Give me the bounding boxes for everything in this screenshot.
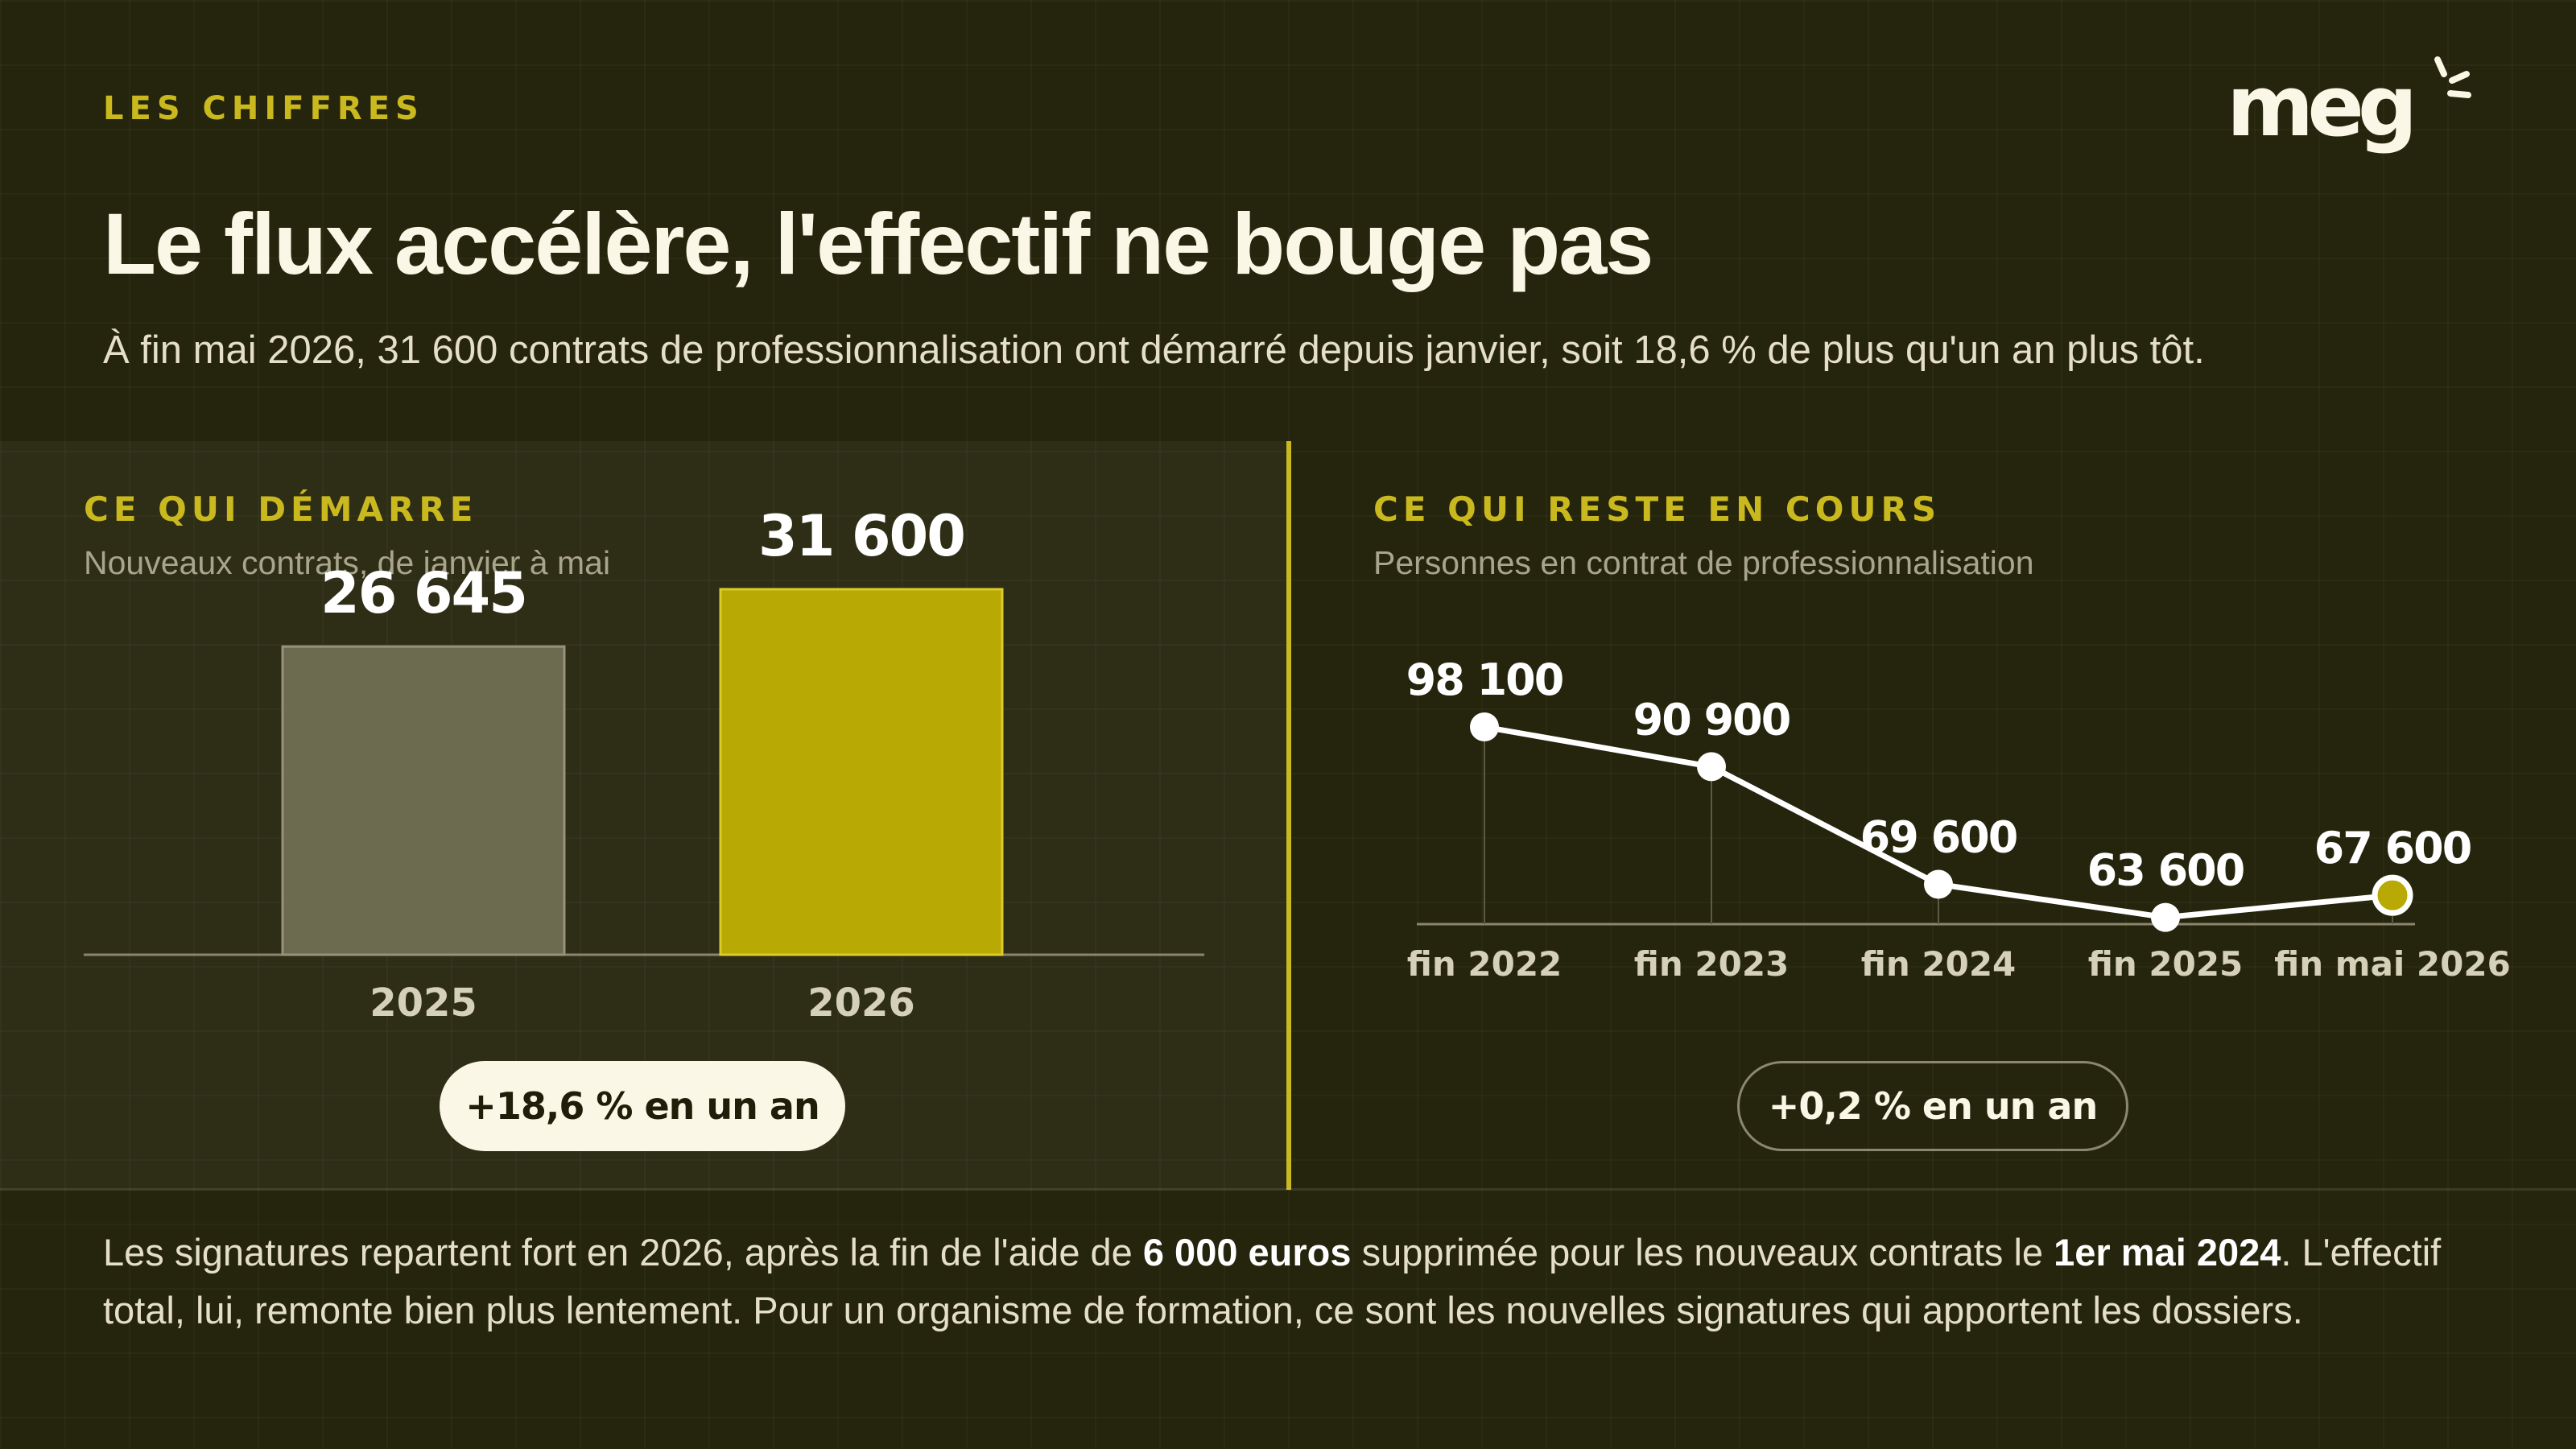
footer-text: Les signatures repartent fort en 2026, a… (103, 1224, 2478, 1340)
bar-2025 (281, 645, 566, 956)
growth-badge-new-contracts: +18,6 % en un an (440, 1061, 845, 1151)
footer-bold-1: 6 000 euros (1142, 1231, 1352, 1274)
point-value-label: 90 900 (1633, 694, 1790, 745)
page-subtitle: À fin mai 2026, 31 600 contrats de profe… (103, 328, 2205, 372)
kicker: LES CHIFFRES (103, 90, 424, 127)
left-section-title: CE QUI DÉMARRE (84, 489, 478, 529)
data-point (1470, 712, 1499, 742)
line-chart: 98 100 fin 2022 90 900 fin 2023 69 600 fin 20… (1406, 654, 2511, 984)
vertical-divider (1286, 441, 1291, 1190)
bar-chart: 26 645 2025 31 600 2026 (84, 503, 1204, 1026)
x-tick-label: fin mai 2026 (2274, 944, 2511, 984)
right-section-subtitle: Personnes en contrat de professionnalisa… (1373, 544, 2034, 581)
page-title: Le flux accélère, l'effectif ne bouge pa… (103, 195, 1653, 292)
meg-logo: meg (2227, 56, 2471, 155)
point-value-label: 69 600 (1860, 811, 2017, 862)
data-point (1924, 869, 1953, 899)
left-section-subtitle: Nouveaux contrats, de janvier à mai (84, 544, 611, 581)
growth-badge-headcount: +0,2 % en un an (1737, 1061, 2128, 1151)
data-point (2151, 902, 2180, 932)
footer-bold-2: 1er mai 2024 (2054, 1231, 2281, 1274)
bar-value-label: 26 645 (320, 560, 526, 626)
point-value-label: 63 600 (2087, 845, 2244, 896)
spark-icon (2434, 56, 2471, 98)
data-point (1697, 752, 1726, 782)
data-point-highlight (2372, 874, 2413, 916)
x-tick-label: fin 2022 (1407, 944, 1563, 984)
x-tick-label: fin 2025 (2088, 944, 2244, 984)
bar-value-label: 31 600 (758, 503, 964, 569)
x-tick-label: fin 2024 (1861, 944, 2017, 984)
point-value-label: 67 600 (2314, 823, 2471, 873)
point-value-label: 98 100 (1406, 654, 1563, 705)
bar-category-label: 2025 (369, 980, 477, 1026)
horizontal-divider (0, 1188, 2576, 1191)
bar-2026 (719, 588, 1004, 956)
footer-text-1: Les signatures repartent fort en 2026, a… (103, 1231, 1143, 1274)
footer-text-3: . L'effectif total, lui, remonte bien pl… (103, 1231, 2442, 1331)
footer-text-2: supprimée pour les nouveaux contrats le (1351, 1231, 2054, 1274)
x-tick-label: fin 2023 (1634, 944, 1790, 984)
logo-wordmark: meg (2227, 57, 2411, 155)
right-section-title: CE QUI RESTE EN COURS (1373, 489, 1942, 529)
bar-category-label: 2026 (807, 980, 915, 1026)
